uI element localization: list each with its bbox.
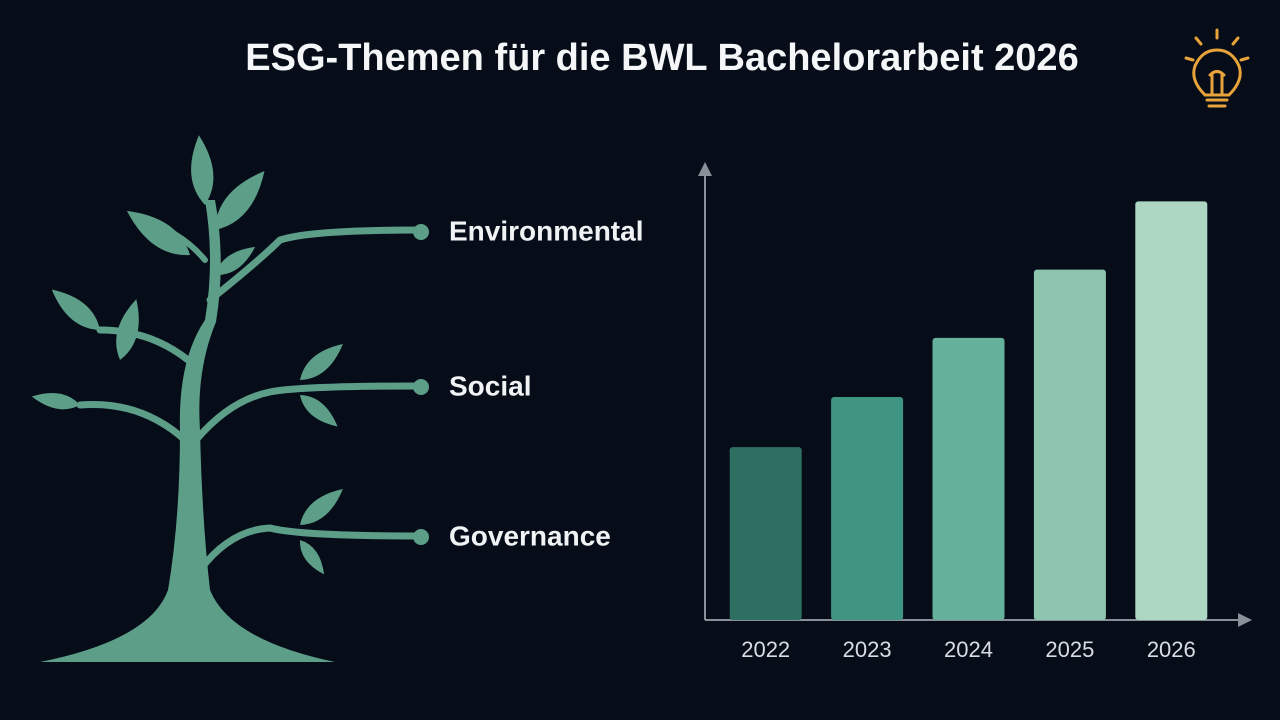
x-tick-label: 2026 (1147, 637, 1196, 662)
x-tick-label: 2022 (741, 637, 790, 662)
bar (1033, 269, 1106, 620)
branch-label: Social (449, 370, 531, 401)
bar (831, 397, 904, 620)
bar (1135, 201, 1208, 620)
x-tick-label: 2025 (1045, 637, 1094, 662)
branch-label: Environmental (449, 215, 643, 246)
lightbulb-icon (1184, 28, 1250, 108)
bar (729, 447, 802, 620)
x-tick-label: 2023 (843, 637, 892, 662)
branch-label: Governance (449, 520, 611, 551)
title: ESG-Themen für die BWL Bachelorarbeit 20… (245, 37, 1078, 79)
tree-illustration (30, 134, 429, 662)
bar (932, 337, 1005, 620)
x-tick-label: 2024 (944, 637, 993, 662)
